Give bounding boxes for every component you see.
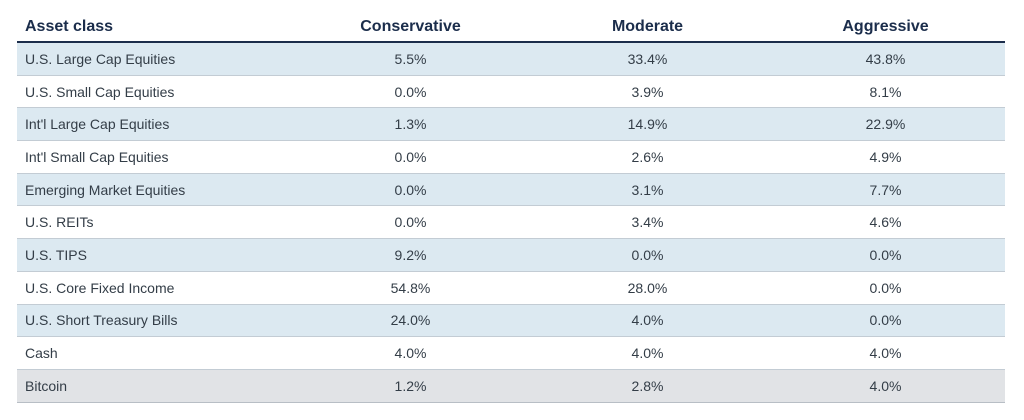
allocation-cell: 4.0% [529, 304, 766, 338]
asset-class-cell: Int'l Small Cap Equities [17, 140, 292, 174]
asset-class-cell: U.S. REITs [17, 205, 292, 240]
allocation-cell: 54.8% [292, 271, 529, 305]
allocation-cell: 3.4% [529, 205, 766, 240]
asset-class-cell: U.S. Small Cap Equities [17, 75, 292, 109]
asset-class-cell: U.S. Short Treasury Bills [17, 304, 292, 338]
allocation-cell: 3.9% [529, 75, 766, 109]
allocation-cell: 2.6% [529, 140, 766, 174]
allocation-cell: 1.3% [292, 107, 529, 142]
allocation-cell: 4.0% [292, 336, 529, 370]
allocation-cell: 0.0% [292, 205, 529, 240]
table-row: U.S. TIPS 9.2% 0.0% 0.0% [17, 238, 1005, 272]
allocation-cell: 4.0% [766, 336, 1005, 370]
allocation-cell: 14.9% [529, 107, 766, 142]
table-row: U.S. Small Cap Equities 0.0% 3.9% 8.1% [17, 75, 1005, 109]
table-row: Cash 4.0% 4.0% 4.0% [17, 336, 1005, 370]
column-header: Moderate [529, 0, 766, 43]
allocation-cell: 4.9% [766, 140, 1005, 174]
allocation-cell: 8.1% [766, 75, 1005, 109]
allocation-cell: 5.5% [292, 42, 529, 76]
allocation-cell: 2.8% [529, 369, 766, 403]
column-header: Conservative [292, 0, 529, 43]
allocation-cell: 0.0% [766, 238, 1005, 272]
header-row: Asset class Conservative Moderate Aggressiv… [17, 0, 1005, 43]
allocation-cell: 0.0% [529, 238, 766, 272]
column-header: Aggressive [766, 0, 1005, 43]
asset-class-cell: Cash [17, 336, 292, 370]
allocation-cell: 0.0% [292, 173, 529, 207]
allocation-cell: 0.0% [766, 304, 1005, 338]
table-row: Int'l Small Cap Equities 0.0% 2.6% 4.9% [17, 140, 1005, 174]
allocation-cell: 22.9% [766, 107, 1005, 142]
allocation-table: Asset class Conservative Moderate Aggressiv… [17, 0, 1005, 403]
table-row: U.S. Short Treasury Bills 24.0% 4.0% 0.0% [17, 304, 1005, 338]
asset-class-cell: U.S. Large Cap Equities [17, 42, 292, 76]
allocation-cell: 0.0% [292, 140, 529, 174]
table-row: Int'l Large Cap Equities 1.3% 14.9% 22.9% [17, 107, 1005, 142]
asset-class-cell: Int'l Large Cap Equities [17, 107, 292, 142]
table-row: U.S. Large Cap Equities 5.5% 33.4% 43.8% [17, 42, 1005, 76]
allocation-cell: 9.2% [292, 238, 529, 272]
allocation-cell: 3.1% [529, 173, 766, 207]
allocation-cell: 0.0% [292, 75, 529, 109]
allocation-cell: 4.6% [766, 205, 1005, 240]
allocation-cell: 43.8% [766, 42, 1005, 76]
allocation-cell: 4.0% [766, 369, 1005, 403]
asset-class-cell: Bitcoin [17, 369, 292, 403]
allocation-cell: 1.2% [292, 369, 529, 403]
allocation-cell: 0.0% [766, 271, 1005, 305]
table-container: Asset class Conservative Moderate Aggressiv… [17, 0, 1005, 403]
table-row: U.S. Core Fixed Income 54.8% 28.0% 0.0% [17, 271, 1005, 305]
table-row: Bitcoin 1.2% 2.8% 4.0% [17, 369, 1005, 403]
allocation-cell: 4.0% [529, 336, 766, 370]
asset-class-cell: U.S. Core Fixed Income [17, 271, 292, 305]
allocation-cell: 24.0% [292, 304, 529, 338]
allocation-cell: 28.0% [529, 271, 766, 305]
allocation-cell: 33.4% [529, 42, 766, 76]
table-row: U.S. REITs 0.0% 3.4% 4.6% [17, 205, 1005, 240]
asset-class-cell: U.S. TIPS [17, 238, 292, 272]
table-row: Emerging Market Equities 0.0% 3.1% 7.7% [17, 173, 1005, 207]
column-header: Asset class [17, 0, 292, 43]
asset-class-cell: Emerging Market Equities [17, 173, 292, 207]
allocation-cell: 7.7% [766, 173, 1005, 207]
